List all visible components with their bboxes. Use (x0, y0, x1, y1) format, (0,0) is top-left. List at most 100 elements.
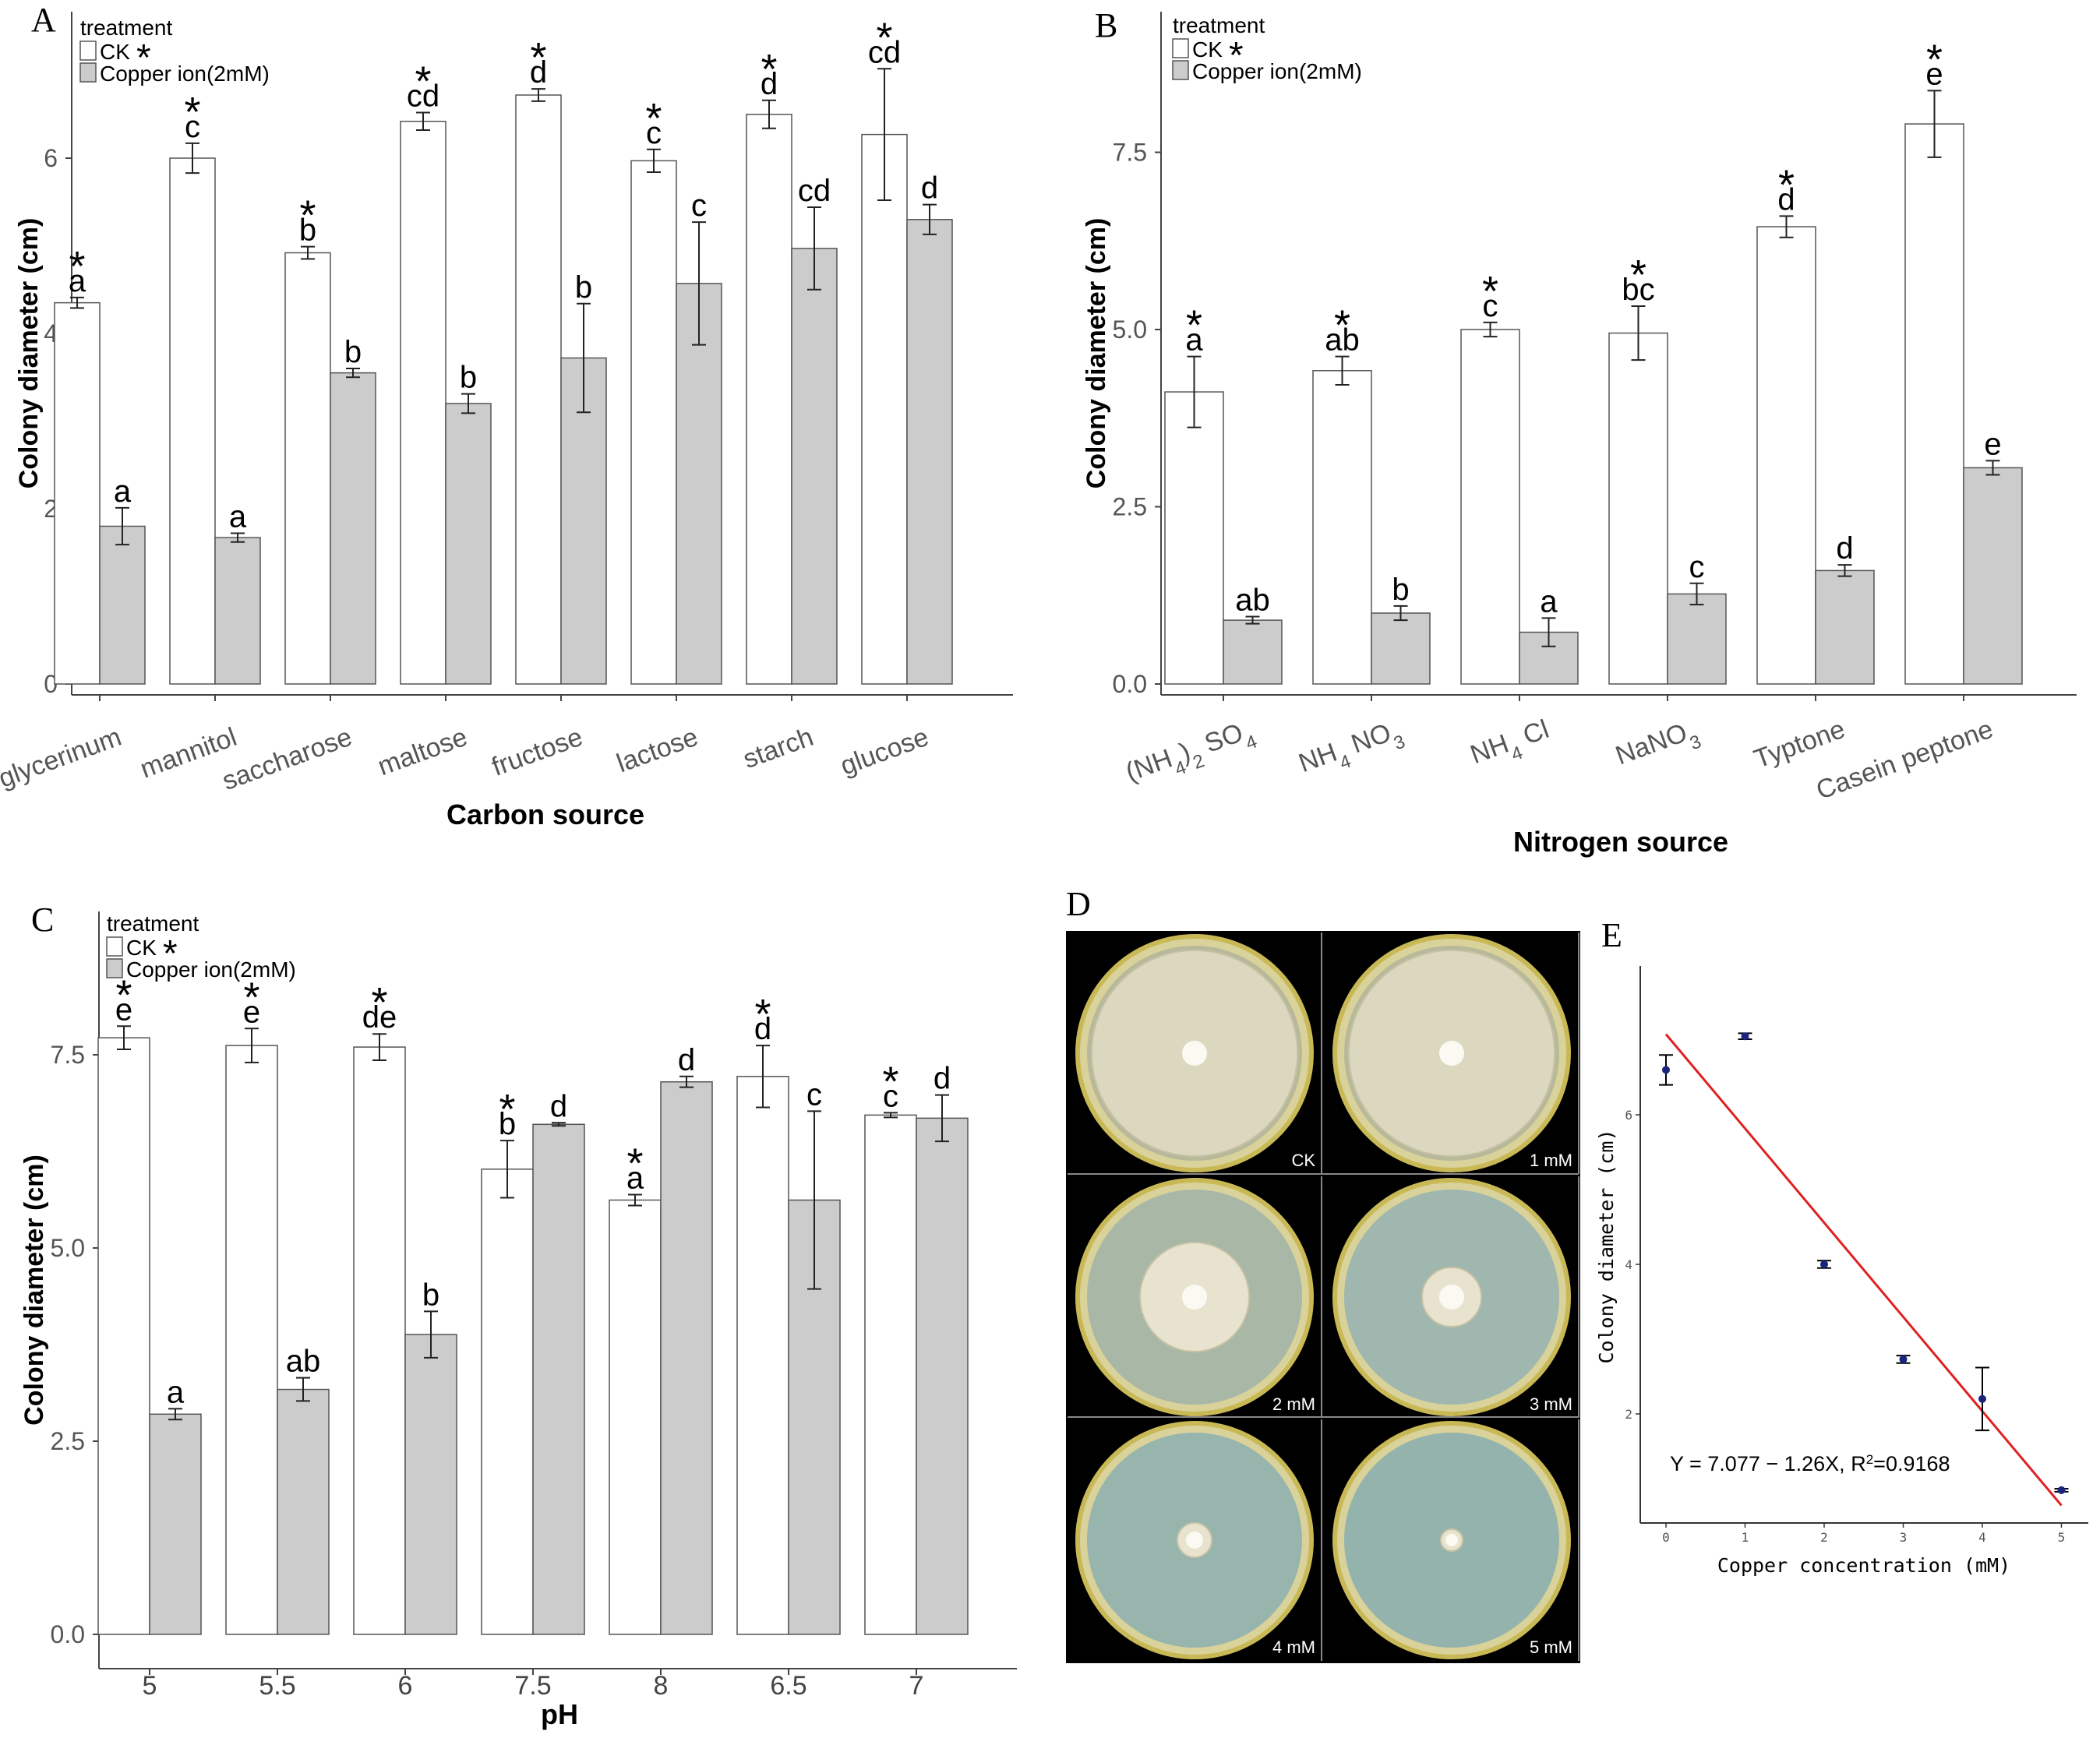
legend-star: * (1229, 35, 1244, 76)
x-tick-label: fructose (488, 722, 587, 782)
regression-equation: Y = 7.077 − 1.26X, R2=0.9168 (1670, 1452, 1950, 1476)
concentration-label: 3 mM (1530, 1394, 1572, 1414)
significance-letter: bc (1622, 273, 1654, 307)
x-tick-label: NH4 Cl (1466, 714, 1556, 778)
x-tick-label: 3 (1900, 1530, 1908, 1545)
significance-letter: c (1689, 550, 1705, 584)
x-tick-label-part: NO (1347, 717, 1395, 759)
significance-letter: a (626, 1162, 644, 1196)
bar-ck (1608, 332, 1668, 685)
x-tick-label-part: lactose (613, 722, 702, 779)
x-axis-label: Nitrogen source (1513, 826, 1728, 858)
legend-swatch-ck (79, 41, 97, 61)
data-point (1820, 1260, 1828, 1268)
bar-copper (1963, 467, 2023, 685)
significance-letter: b (575, 270, 592, 305)
bar-copper (277, 1388, 330, 1635)
y-tick-label: 5.0 (51, 1234, 85, 1262)
significance-star: * (1630, 252, 1646, 298)
bar-ck (169, 157, 216, 685)
significance-letter: a (1540, 584, 1558, 619)
x-tick-label: 8 (654, 1671, 669, 1701)
bar-ck (609, 1199, 662, 1635)
colony-center-plug (1439, 1041, 1464, 1066)
x-tick-label: glucose (837, 722, 933, 781)
x-tick-label: glycerinum (0, 722, 125, 794)
significance-letter: e (1984, 427, 2001, 461)
y-axis-label: Colony diameter (cm) (1082, 218, 1111, 489)
x-tick-label-part: peptone (1897, 714, 1996, 775)
data-point (2057, 1486, 2066, 1494)
significance-star: * (754, 991, 771, 1038)
significance-letter: d (1836, 531, 1853, 566)
significance-letter: a (167, 1375, 185, 1409)
significance-letter: c (1483, 289, 1498, 323)
x-tick-label: saccharose (218, 722, 355, 796)
legend-swatch-copper (106, 958, 123, 978)
significance-letter: c (691, 189, 707, 223)
x-tick-label: 6 (398, 1671, 413, 1701)
significance-star: * (882, 1058, 898, 1105)
y-tick-label: 2 (1625, 1407, 1632, 1422)
x-tick-label: 1 (1742, 1530, 1749, 1545)
bar-copper (791, 248, 838, 685)
significance-star: * (876, 14, 892, 61)
data-point (1978, 1394, 1986, 1403)
x-tick-label: 5.5 (259, 1671, 295, 1701)
x-tick-label-part: saccharose (218, 722, 355, 796)
x-tick-label-part: fructose (488, 722, 587, 782)
significance-star: * (1778, 161, 1795, 208)
significance-star: * (1482, 268, 1498, 315)
colony-center-plug (1182, 1041, 1207, 1066)
significance-star: * (1334, 302, 1350, 349)
bar-copper (404, 1334, 457, 1635)
bar-ck (481, 1169, 534, 1635)
x-axis-label: pH (541, 1698, 578, 1730)
x-tick-label-part: NH (1466, 729, 1512, 770)
bar-ck (746, 114, 792, 685)
significance-letter: ab (1325, 323, 1360, 358)
bar-copper (330, 372, 376, 685)
x-tick-label: 0 (1662, 1530, 1670, 1545)
bar-ck (1756, 226, 1816, 685)
significance-letter: c (646, 116, 662, 150)
significance-star: * (415, 58, 431, 105)
legend-swatch-copper (79, 62, 97, 83)
bar-copper (532, 1123, 585, 1635)
regression-line (1664, 1033, 2063, 1507)
bar-ck (1460, 329, 1520, 685)
legend-swatch-ck (106, 936, 123, 957)
bar-copper (1667, 593, 1727, 685)
significance-star: * (645, 95, 662, 142)
colony-center-plug (1445, 1534, 1458, 1546)
significance-letter: b (460, 361, 477, 395)
bar-ck (225, 1045, 278, 1635)
significance-letter: ab (1235, 583, 1270, 618)
legend-title: treatment (80, 16, 172, 40)
x-tick-label-part: glucose (837, 722, 933, 781)
x-tick-label: 5 (143, 1671, 157, 1701)
legend-label-ck: CK (126, 936, 157, 960)
equation-r2-superscript: 2 (1866, 1452, 1873, 1467)
y-tick-label: 7.5 (51, 1041, 85, 1069)
significance-letter: b (422, 1278, 439, 1312)
y-axis-label: Colony diameter (cm) (1595, 1129, 1618, 1363)
significance-letter: ab (286, 1345, 321, 1379)
x-tick-label: starch (739, 722, 817, 774)
x-tick-label: 7.5 (514, 1671, 551, 1701)
y-tick-label: 7.5 (1113, 139, 1147, 167)
legend-swatch-copper (1172, 60, 1189, 80)
significance-letter: b (299, 213, 316, 248)
bar-copper (99, 525, 146, 685)
concentration-label: 5 mM (1530, 1637, 1572, 1657)
significance-letter: cd (868, 35, 901, 69)
y-tick-label: 2.5 (1113, 493, 1147, 521)
significance-star: * (69, 243, 85, 290)
x-tick-label: 2 (1820, 1530, 1828, 1545)
significance-letter: cd (407, 79, 439, 114)
bar-ck (97, 1037, 150, 1635)
significance-letter: a (1185, 323, 1203, 358)
bar-ck (515, 94, 562, 685)
